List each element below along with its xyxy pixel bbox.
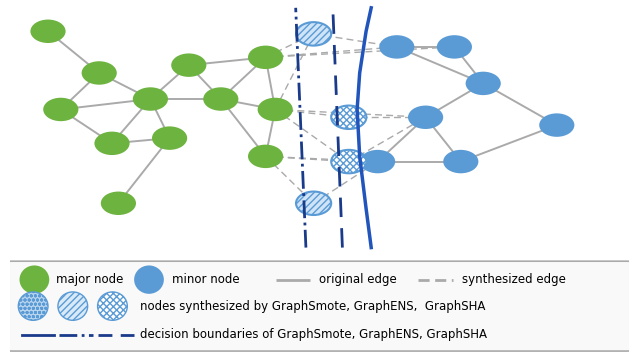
Text: major node: major node xyxy=(56,273,124,286)
Text: synthesized edge: synthesized edge xyxy=(462,273,566,286)
Ellipse shape xyxy=(258,98,292,121)
Ellipse shape xyxy=(332,150,366,173)
Ellipse shape xyxy=(133,87,168,111)
Ellipse shape xyxy=(19,292,48,320)
Ellipse shape xyxy=(172,54,206,77)
Ellipse shape xyxy=(540,114,574,137)
Ellipse shape xyxy=(101,192,136,215)
Ellipse shape xyxy=(19,266,49,294)
Ellipse shape xyxy=(332,106,366,129)
Ellipse shape xyxy=(360,150,395,173)
Ellipse shape xyxy=(152,126,187,150)
Text: minor node: minor node xyxy=(172,273,239,286)
Ellipse shape xyxy=(97,292,127,320)
Ellipse shape xyxy=(248,145,283,168)
Ellipse shape xyxy=(296,22,331,46)
Ellipse shape xyxy=(437,35,472,59)
Ellipse shape xyxy=(444,150,478,173)
FancyBboxPatch shape xyxy=(3,261,636,351)
Ellipse shape xyxy=(44,98,78,121)
Ellipse shape xyxy=(134,266,164,294)
Ellipse shape xyxy=(204,87,238,111)
Ellipse shape xyxy=(466,72,500,95)
Ellipse shape xyxy=(296,192,331,215)
Ellipse shape xyxy=(82,61,116,85)
Text: original edge: original edge xyxy=(319,273,397,286)
Ellipse shape xyxy=(31,20,65,43)
Ellipse shape xyxy=(95,132,129,155)
Ellipse shape xyxy=(58,292,88,320)
Ellipse shape xyxy=(248,46,283,69)
Text: nodes synthesized by GraphSmote, GraphENS,  GraphSHA: nodes synthesized by GraphSmote, GraphEN… xyxy=(140,300,485,313)
Text: decision boundaries of GraphSmote, GraphENS, GraphSHA: decision boundaries of GraphSmote, Graph… xyxy=(140,328,486,341)
Ellipse shape xyxy=(408,106,443,129)
Ellipse shape xyxy=(380,35,414,59)
